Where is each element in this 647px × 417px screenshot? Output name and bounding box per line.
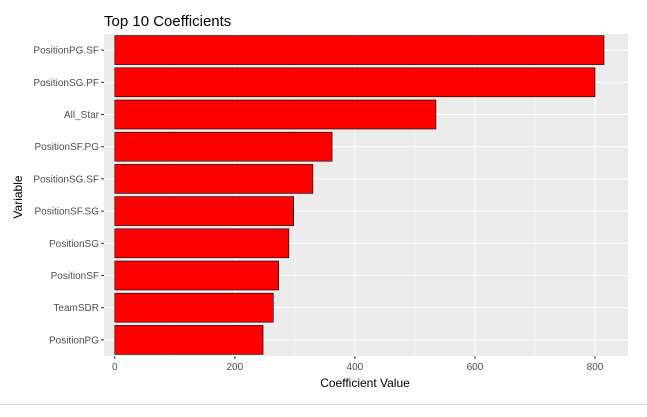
bar (114, 325, 264, 355)
y-tick-label: PositionSF.PG (35, 142, 100, 153)
chart-title: Top 10 Coefficients (104, 13, 231, 30)
bottom-divider (0, 404, 647, 405)
x-axis-label: Coefficient Value (320, 376, 410, 390)
x-tick-label: 0 (112, 362, 118, 373)
bar (114, 164, 314, 194)
y-tick-label: All_Star (64, 110, 100, 121)
y-tick-label: PositionSG.PF (33, 78, 99, 89)
y-tick-label: PositionPG (49, 335, 99, 346)
bar (114, 35, 605, 65)
bar (114, 292, 274, 323)
bar (114, 196, 294, 226)
y-tick-label: PositionSF (51, 271, 99, 282)
bar (114, 67, 596, 98)
bar (114, 131, 333, 162)
bar (114, 260, 279, 291)
x-tick-label: 800 (587, 362, 604, 373)
x-tick-label: 400 (347, 362, 364, 373)
x-tick-label: 600 (467, 362, 484, 373)
y-tick-label: PositionSG.SF (33, 174, 99, 185)
x-tick-label: 200 (227, 362, 244, 373)
y-tick-label: PositionPG.SF (33, 46, 99, 57)
y-tick-label: PositionSG (49, 239, 99, 250)
bar (114, 99, 437, 130)
y-tick-label: PositionSF.SG (35, 207, 100, 218)
y-axis-label: Variable (11, 175, 25, 218)
y-tick-label: TeamSDR (53, 303, 99, 314)
bar (114, 228, 290, 259)
plot-group: PositionPG.SF PositionSG.PF All_Star Positi… (33, 34, 628, 373)
